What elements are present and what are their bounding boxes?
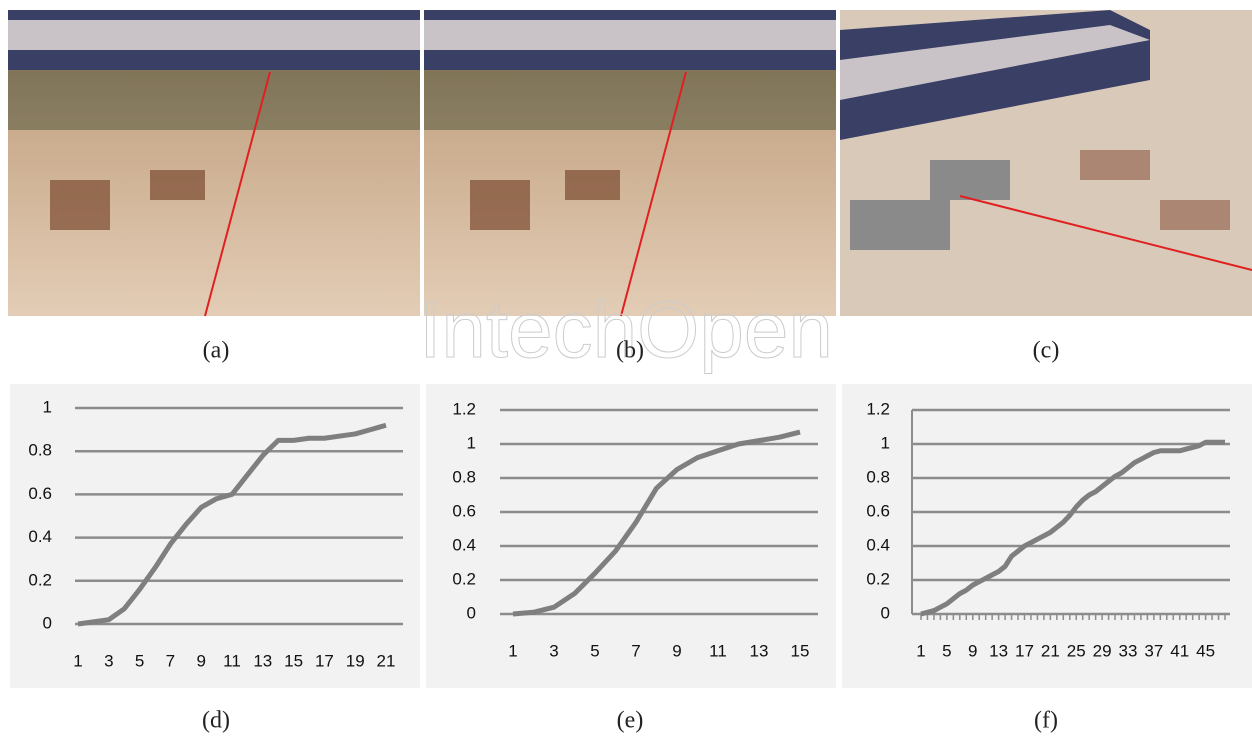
y-tick-label: 0.4 — [866, 535, 890, 554]
x-tick-label: 17 — [315, 651, 334, 670]
x-tick-label: 33 — [1119, 641, 1138, 660]
x-tick-label: 41 — [1170, 641, 1189, 660]
y-tick-label: 0.8 — [866, 467, 890, 486]
x-tick-label: 7 — [631, 641, 640, 660]
y-tick-label: 1 — [43, 397, 52, 416]
y-tick-label: 0 — [467, 603, 476, 622]
x-tick-label: 9 — [672, 641, 681, 660]
x-tick-label: 9 — [196, 651, 205, 670]
x-tick-label: 13 — [253, 651, 272, 670]
y-tick-label: 1.2 — [866, 399, 890, 418]
caption: (c) — [1033, 338, 1060, 364]
photo-c — [840, 10, 1252, 316]
data-line — [77, 422, 387, 627]
caption: (a) — [203, 338, 230, 364]
x-tick-label: 21 — [377, 651, 396, 670]
y-tick-label: 0.8 — [28, 441, 52, 460]
chart-panel — [10, 384, 420, 688]
caption: (f) — [1034, 708, 1058, 734]
x-tick-label: 3 — [104, 651, 113, 670]
caption: (b) — [616, 338, 644, 364]
x-tick-label: 45 — [1196, 641, 1215, 660]
x-tick-label: 11 — [223, 651, 241, 670]
photo-a — [8, 10, 420, 317]
watermark: IntechOpen — [419, 285, 833, 374]
y-tick-label: 1.2 — [452, 399, 476, 418]
data-line — [920, 439, 1225, 617]
y-tick-label: 0.2 — [452, 569, 476, 588]
x-tick-label: 1 — [508, 641, 517, 660]
y-tick-label: 0.8 — [452, 467, 476, 486]
y-tick-label: 1 — [467, 433, 476, 452]
x-tick-label: 13 — [989, 641, 1008, 660]
x-tick-label: 5 — [942, 641, 951, 660]
x-tick-label: 11 — [709, 641, 727, 660]
x-tick-label: 13 — [750, 641, 769, 660]
x-tick-label: 15 — [284, 651, 303, 670]
y-tick-label: 0.6 — [452, 501, 476, 520]
y-tick-label: 0 — [881, 603, 890, 622]
x-tick-label: 5 — [135, 651, 144, 670]
y-tick-label: 0.4 — [28, 527, 52, 546]
x-tick-label: 17 — [1015, 641, 1034, 660]
x-tick-label: 9 — [968, 641, 977, 660]
y-tick-label: 0.6 — [866, 501, 890, 520]
y-tick-label: 0.6 — [28, 484, 52, 503]
caption: (d) — [202, 708, 230, 734]
x-tick-label: 7 — [166, 651, 175, 670]
x-tick-label: 5 — [590, 641, 599, 660]
x-tick-label: 29 — [1093, 641, 1112, 660]
photo-b — [424, 10, 836, 317]
y-tick-label: 0.2 — [866, 569, 890, 588]
y-tick-label: 0.4 — [452, 535, 476, 554]
x-tick-label: 1 — [73, 651, 82, 670]
x-tick-label: 19 — [346, 651, 365, 670]
data-line — [512, 429, 801, 617]
x-tick-label: 15 — [791, 641, 810, 660]
x-tick-label: 1 — [916, 641, 925, 660]
y-tick-label: 1 — [881, 433, 890, 452]
y-tick-label: 0.2 — [28, 570, 52, 589]
x-tick-label: 25 — [1067, 641, 1086, 660]
y-tick-label: 0 — [43, 613, 52, 632]
x-tick-label: 37 — [1144, 641, 1163, 660]
x-tick-label: 3 — [549, 641, 558, 660]
chart-panel — [426, 384, 836, 688]
x-tick-label: 21 — [1041, 641, 1060, 660]
caption: (e) — [617, 708, 644, 734]
